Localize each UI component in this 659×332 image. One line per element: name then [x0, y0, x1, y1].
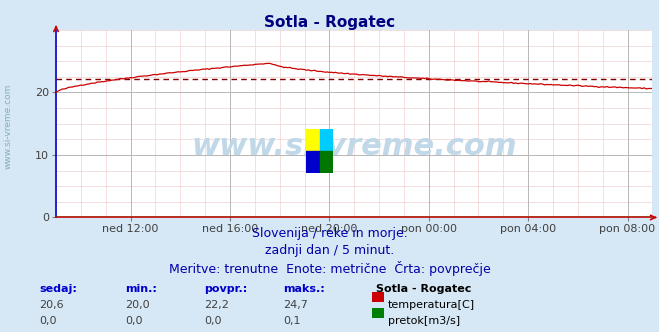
- Text: 22,2: 22,2: [204, 300, 229, 310]
- Bar: [320, 129, 333, 151]
- Text: Meritve: trenutne  Enote: metrične  Črta: povprečje: Meritve: trenutne Enote: metrične Črta: …: [169, 261, 490, 276]
- Bar: [306, 129, 320, 151]
- Text: temperatura[C]: temperatura[C]: [388, 300, 475, 310]
- Text: Sotla - Rogatec: Sotla - Rogatec: [264, 15, 395, 30]
- Text: www.si-vreme.com: www.si-vreme.com: [191, 132, 517, 161]
- Text: 0,0: 0,0: [40, 316, 57, 326]
- Text: Sotla - Rogatec: Sotla - Rogatec: [376, 284, 471, 294]
- Text: 0,0: 0,0: [204, 316, 222, 326]
- Text: 20,6: 20,6: [40, 300, 64, 310]
- Bar: [306, 151, 320, 173]
- Text: 24,7: 24,7: [283, 300, 308, 310]
- Text: sedaj:: sedaj:: [40, 284, 77, 294]
- Text: min.:: min.:: [125, 284, 157, 294]
- Text: 20,0: 20,0: [125, 300, 150, 310]
- Text: 0,1: 0,1: [283, 316, 301, 326]
- Text: pretok[m3/s]: pretok[m3/s]: [388, 316, 460, 326]
- Text: maks.:: maks.:: [283, 284, 325, 294]
- Text: Slovenija / reke in morje.: Slovenija / reke in morje.: [252, 227, 407, 240]
- Text: zadnji dan / 5 minut.: zadnji dan / 5 minut.: [265, 244, 394, 257]
- Text: 0,0: 0,0: [125, 316, 143, 326]
- Bar: [320, 151, 333, 173]
- Text: povpr.:: povpr.:: [204, 284, 248, 294]
- Text: www.si-vreme.com: www.si-vreme.com: [4, 83, 13, 169]
